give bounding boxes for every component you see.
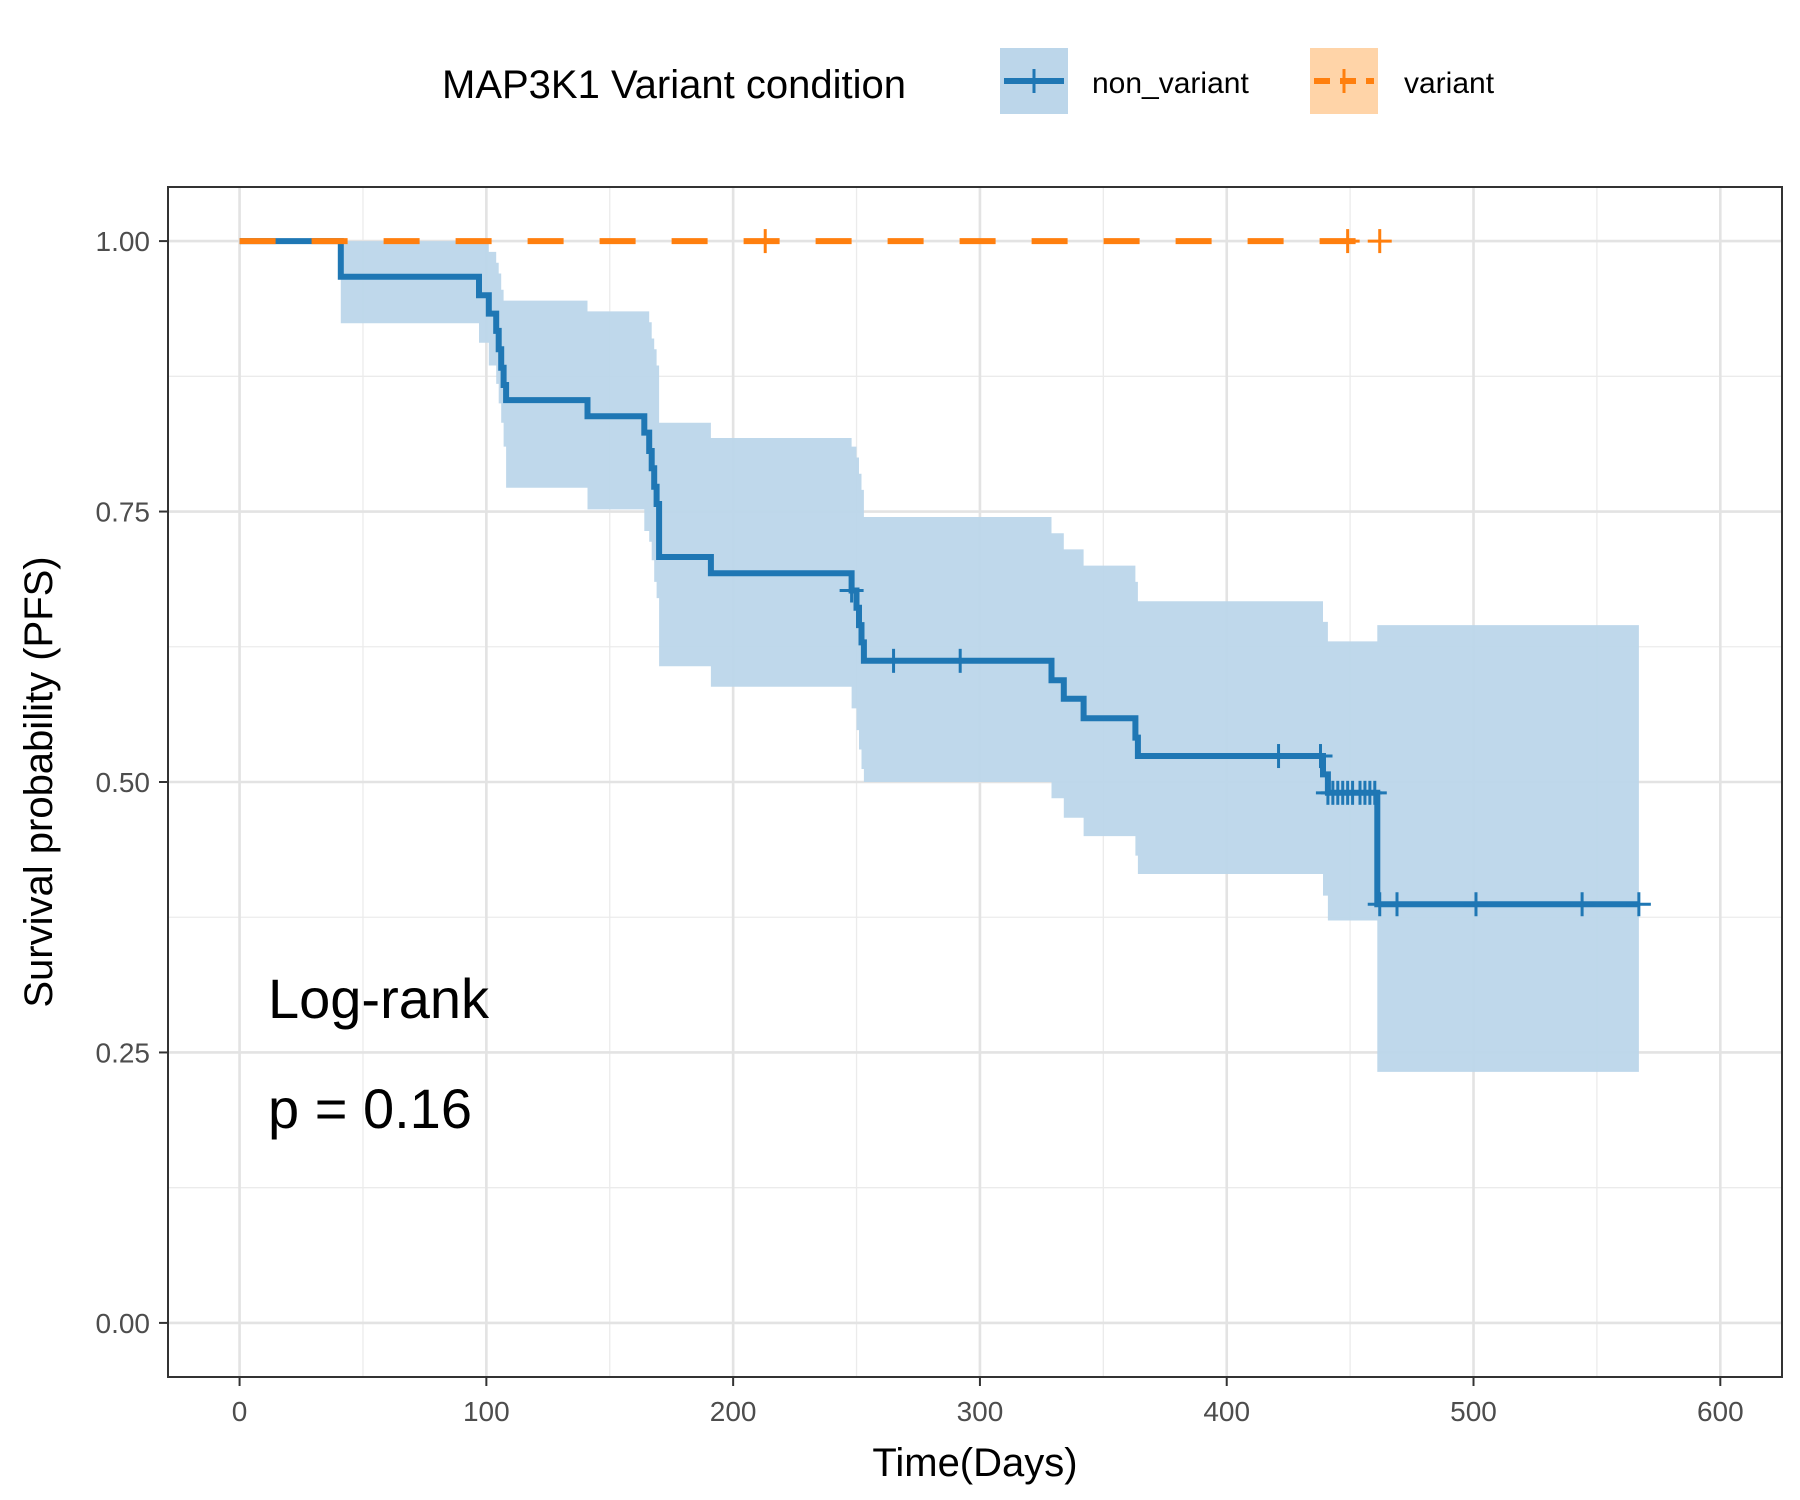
censor-mark-variant — [753, 229, 778, 254]
legend-item-non-variant: non_variant — [1000, 48, 1249, 114]
x-tick-label: 0 — [232, 1396, 248, 1427]
p-value-label: p = 0.16 — [268, 1077, 472, 1140]
censor-mark-non-variant — [839, 578, 864, 603]
censor-mark-variant — [1367, 229, 1392, 254]
x-tick-label: 200 — [710, 1396, 757, 1427]
y-tick-label: 0.75 — [96, 497, 151, 528]
censor-mark-non-variant — [1570, 892, 1595, 917]
censor-mark-non-variant — [881, 648, 906, 673]
confidence-bands — [239, 241, 1639, 1072]
axis-ticks — [159, 240, 1722, 1386]
legend-item-variant: variant — [1310, 48, 1495, 114]
censor-mark-non-variant — [1626, 892, 1651, 917]
x-tick-label: 400 — [1203, 1396, 1250, 1427]
axis-tick-labels: 0 100 200 300 400 500 600 0.00 0.25 0.50 0.75 1.00 — [96, 226, 1744, 1427]
censor-mark-non-variant — [1266, 744, 1291, 769]
x-tick-label: 600 — [1697, 1396, 1744, 1427]
censor-mark-non-variant — [1362, 780, 1387, 805]
y-tick-label: 0.25 — [96, 1037, 151, 1068]
censor-mark-non-variant — [1463, 892, 1488, 917]
legend-label-variant: variant — [1404, 67, 1495, 100]
band-non-variant — [239, 241, 1639, 1072]
legend-label-non-variant: non_variant — [1092, 67, 1249, 100]
y-tick-label: 0.50 — [96, 767, 151, 798]
x-tick-label: 100 — [463, 1396, 510, 1427]
x-tick-label: 500 — [1450, 1396, 1497, 1427]
y-tick-label: 1.00 — [96, 226, 151, 257]
grid — [168, 187, 1782, 1377]
censor-mark-non-variant — [1308, 744, 1333, 769]
survival-curves — [239, 238, 1639, 908]
legend-title: MAP3K1 Variant condition — [442, 63, 906, 107]
logrank-label: Log-rank — [268, 967, 490, 1030]
censor-mark-variant — [1335, 229, 1360, 254]
y-tick-label: 0.00 — [96, 1308, 151, 1339]
censor-marks — [753, 229, 1651, 917]
censor-mark-non-variant — [948, 648, 973, 673]
curve-non-variant — [239, 238, 1639, 908]
y-axis-title: Survival probability (PFS) — [17, 556, 61, 1007]
legend: MAP3K1 Variant condition non_variant var… — [442, 48, 1495, 114]
x-tick-label: 300 — [957, 1396, 1004, 1427]
x-axis-title: Time(Days) — [872, 1441, 1077, 1485]
censor-mark-non-variant — [1385, 892, 1410, 917]
